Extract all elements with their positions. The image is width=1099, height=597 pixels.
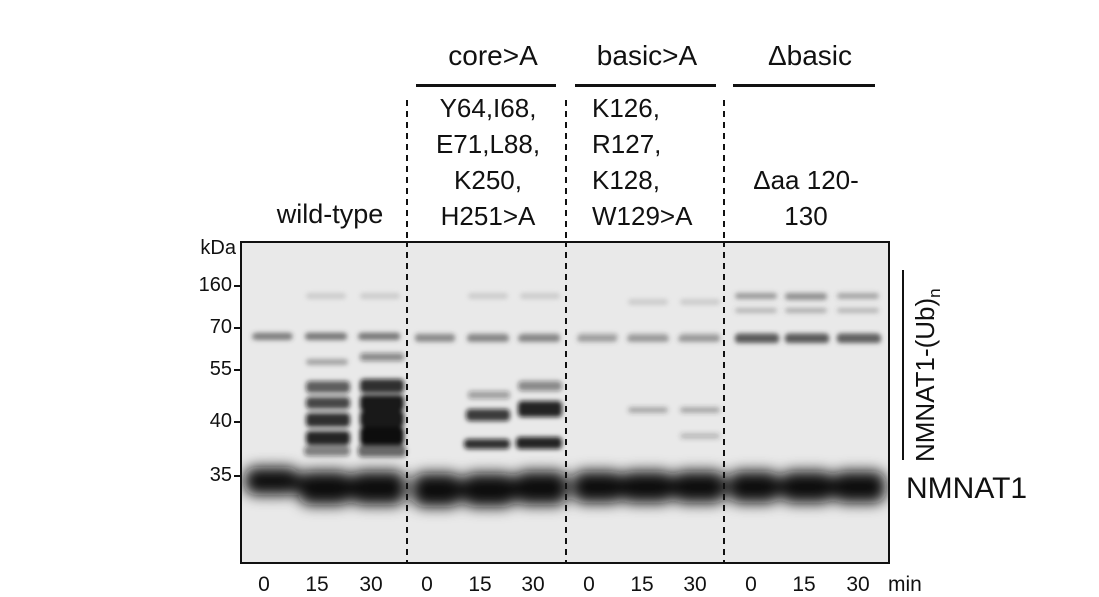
ubiquitinated-subscript: n (925, 288, 945, 298)
lane-label: 30 (846, 573, 870, 596)
group-header-dbasic: Δbasic (767, 40, 853, 71)
marker-55-tick (234, 369, 240, 371)
ubiquitinated-bracket (902, 270, 904, 460)
marker-70: 70 (209, 316, 232, 338)
marker-40: 40 (209, 410, 232, 432)
mutation-wild-type: wild-type (276, 199, 384, 229)
time-unit-label: min (888, 573, 922, 596)
mutation-core: Y64,I68, E71,L88, K250, H251>A (435, 93, 541, 231)
marker-40-tick (234, 421, 240, 423)
lane-label: 15 (792, 573, 816, 596)
mutation-basic: K126, R127, K128, W129>A (592, 93, 693, 231)
group-dividers-upper (406, 100, 725, 245)
marker-35: 35 (209, 464, 232, 486)
nmnat1-label: NMNAT1 (906, 472, 1028, 505)
lane-label: 15 (468, 573, 492, 596)
lane-label: 0 (745, 573, 757, 596)
group-header-basic-underline (575, 84, 716, 87)
marker-160: 160 (198, 274, 232, 296)
lane-label: 0 (258, 573, 270, 596)
lane-label: 30 (521, 573, 545, 596)
marker-160-tick (234, 285, 240, 287)
lane-label: 30 (359, 573, 383, 596)
western-blot-image (240, 241, 890, 564)
group-header-basic: basic>A (596, 40, 698, 71)
lane-label: 15 (305, 573, 329, 596)
marker-70-tick (234, 327, 240, 329)
mutation-dbasic: Δaa 120- 130 (753, 165, 859, 231)
marker-35-tick (234, 475, 240, 477)
kda-label: kDa (200, 237, 236, 259)
ubiquitinated-label: NMNAT1-(Ub)n (910, 288, 945, 462)
group-header-core-underline (416, 84, 556, 87)
lane-label: 15 (630, 573, 654, 596)
lane-label: 0 (583, 573, 595, 596)
lane-label: 30 (683, 573, 707, 596)
group-header-core: core>A (448, 40, 538, 71)
marker-55: 55 (209, 358, 232, 380)
group-header-dbasic-underline (733, 84, 875, 87)
lane-label: 0 (421, 573, 433, 596)
